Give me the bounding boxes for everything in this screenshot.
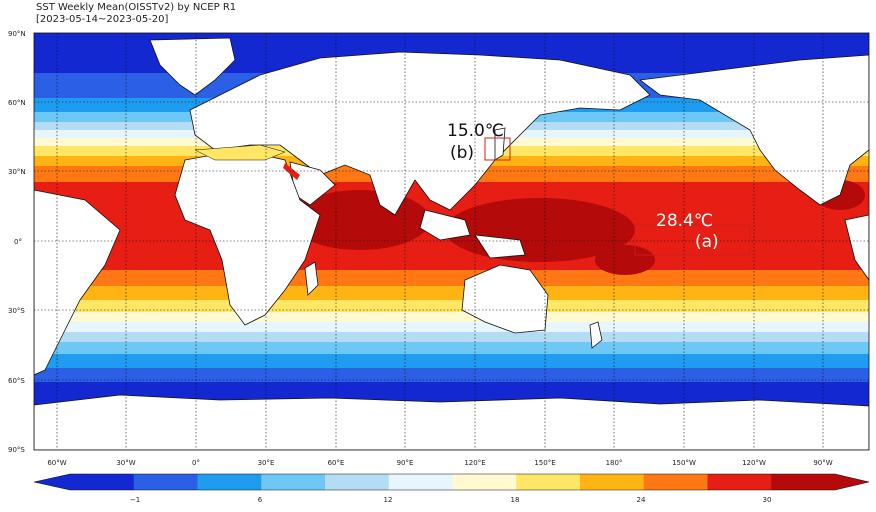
chart-title: SST Weekly Mean(OISSTv2) by NCEP R1 [202…: [36, 2, 236, 26]
annotation-a: 28.4℃ (a): [656, 211, 719, 252]
colorbar-tick-label: −1: [130, 496, 140, 504]
lon-tick-label: 180°: [606, 459, 623, 467]
colorbar-segment: [70, 474, 135, 490]
lon-tick-label: 150°E: [534, 459, 555, 467]
colorbar: [33, 473, 870, 491]
lat-tick-label: 30°S: [8, 307, 25, 315]
graticule: [34, 33, 869, 450]
lon-tick-label: 90°W: [813, 459, 832, 467]
colorbar-ticks: −1 6 12 18 24 30: [130, 496, 772, 504]
colorbar-segment: [325, 474, 390, 490]
lat-tick-label: 60°N: [8, 99, 26, 107]
colorbar-segment: [452, 474, 517, 490]
lon-tick-label: 30°W: [116, 459, 135, 467]
lat-tick-label: 60°S: [8, 377, 25, 385]
colorbar-tick-label: 24: [637, 496, 646, 504]
annotation-a-value: 28.4℃: [656, 211, 713, 231]
lon-tick-label: 150°W: [672, 459, 696, 467]
colorbar-segment: [197, 474, 262, 490]
colorbar-segment: [516, 474, 581, 490]
lon-tick-label: 120°W: [742, 459, 766, 467]
lon-tick-label: 30°E: [258, 459, 275, 467]
colorbar-tick-label: 30: [763, 496, 772, 504]
lat-axis: 90°N 60°N 30°N 0° 30°S 60°S 90°S: [8, 30, 26, 454]
colorbar-segment: [580, 474, 645, 490]
colorbar-segment: [707, 474, 772, 490]
box-b: [484, 137, 511, 161]
colorbar-segment: [771, 474, 836, 490]
land: [34, 37, 869, 450]
annotation-b-value: 15.0℃: [447, 121, 504, 141]
colorbar-segment: [643, 474, 708, 490]
colorbar-tick-label: 6: [258, 496, 263, 504]
lat-tick-label: 30°N: [8, 168, 26, 176]
lon-tick-label: 60°W: [47, 459, 66, 467]
colorbar-extend-min: [34, 474, 70, 490]
box-a: [634, 224, 751, 256]
lon-tick-label: 60°E: [328, 459, 345, 467]
lon-axis: 60°W 30°W 0° 30°E 60°E 90°E 120°E 150°E …: [47, 459, 832, 467]
annotation-b-label: (b): [450, 143, 474, 163]
colorbar-outline: [33, 473, 870, 491]
colorbar-segment: [261, 474, 326, 490]
title-line-1: SST Weekly Mean(OISSTv2) by NCEP R1: [36, 2, 237, 13]
colorbar-segment: [388, 474, 453, 490]
lon-tick-label: 120°E: [464, 459, 485, 467]
lon-tick-label: 90°E: [397, 459, 414, 467]
lat-tick-label: 90°N: [8, 30, 26, 38]
title-line-2: [2023-05-14~2023-05-20]: [36, 14, 169, 25]
colorbar-extend-max: [835, 474, 869, 490]
lon-tick-label: 0°: [192, 459, 200, 467]
colorbar-tick-label: 18: [511, 496, 520, 504]
annotation-a-label: (a): [695, 232, 719, 252]
map-frame: [33, 32, 870, 451]
colorbar-segment: [133, 474, 198, 490]
annotation-b: 15.0℃ (b): [447, 121, 504, 163]
lat-tick-label: 0°: [14, 238, 22, 246]
sst-field: [34, 33, 869, 450]
colorbar-tick-label: 12: [384, 496, 393, 504]
lat-tick-label: 90°S: [8, 446, 25, 454]
